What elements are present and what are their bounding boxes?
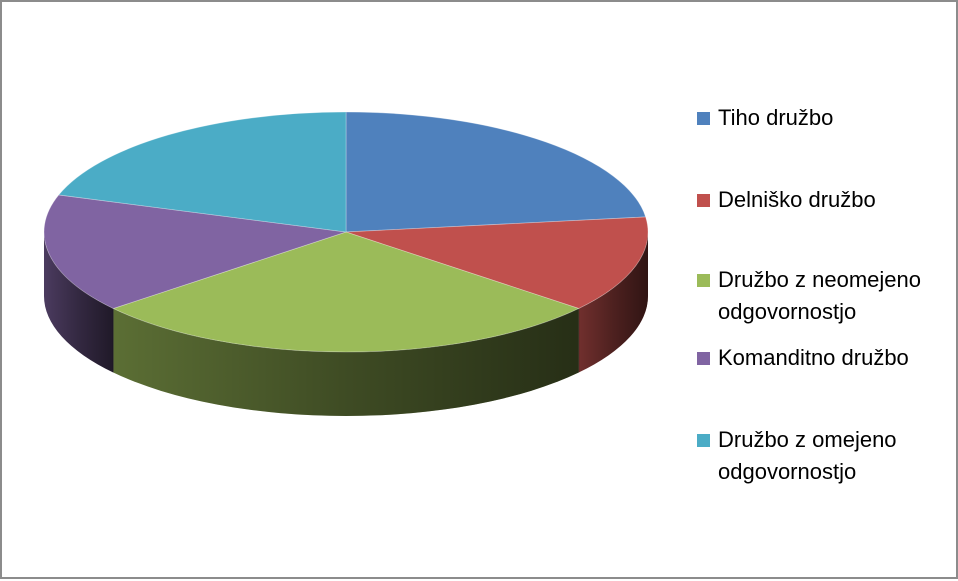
- legend-label: Komanditno družbo: [718, 345, 909, 370]
- pie-slice-3: [112, 231, 580, 353]
- legend-item-druzbo-z-neomejeno-odgovornostjo: Družbo z neomejeno odgovornostjo: [697, 264, 952, 328]
- pie-sides: [44, 232, 648, 416]
- legend-item-delnisko-druzbo: Delniško družbo: [697, 184, 952, 216]
- pie-slice-side-shade: [113, 308, 579, 416]
- legend-swatch: [697, 352, 710, 365]
- legend-label: Tiho družbo: [718, 105, 834, 130]
- legend-swatch: [697, 194, 710, 207]
- legend-label: Družbo z neomejeno odgovornostjo: [718, 267, 922, 324]
- legend-label: Družbo z omejeno odgovornostjo: [718, 427, 897, 484]
- legend-item-tiho-druzbo: Tiho družbo: [697, 102, 952, 134]
- legend-swatch: [697, 112, 710, 125]
- legend-item-komanditno-druzbo: Komanditno družbo: [697, 342, 952, 374]
- legend-swatch: [697, 274, 710, 287]
- pie-slice-side-shade: [44, 232, 114, 373]
- pie-tops: [43, 111, 649, 353]
- pie-slice-5: [58, 111, 347, 233]
- legend-label: Delniško družbo: [718, 187, 876, 212]
- legend-swatch: [697, 434, 710, 447]
- pie-slice-2: [345, 216, 649, 309]
- legend-item-druzbo-z-omejeno-odgovornostjo: Družbo z omejeno odgovornostjo: [697, 424, 952, 488]
- pie-slice-1: [345, 111, 647, 233]
- pie-slice-side-shade: [578, 232, 648, 373]
- pie-slice-4: [43, 194, 347, 309]
